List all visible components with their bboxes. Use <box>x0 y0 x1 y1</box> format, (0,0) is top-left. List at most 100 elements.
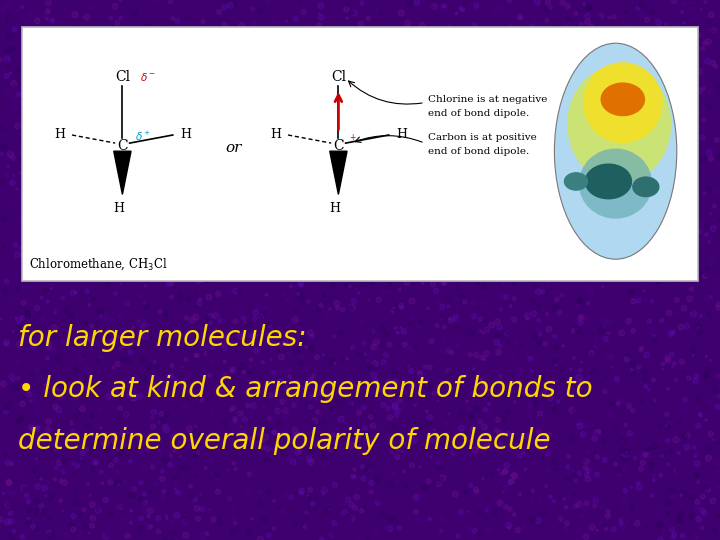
Point <box>316 197 328 205</box>
Point <box>2 28 14 36</box>
Point <box>30 233 42 241</box>
Point <box>458 291 469 300</box>
Point <box>354 350 365 359</box>
Point <box>333 113 345 122</box>
Point <box>237 161 248 170</box>
Point <box>438 42 449 50</box>
Point <box>690 535 701 540</box>
Point <box>606 400 617 408</box>
Point <box>75 388 86 397</box>
Point <box>327 281 338 289</box>
Point <box>88 157 99 166</box>
Point <box>472 21 484 29</box>
Point <box>670 376 681 384</box>
Point <box>199 159 211 168</box>
Point <box>132 317 144 326</box>
Point <box>75 251 86 259</box>
Point <box>30 436 42 445</box>
Point <box>304 276 315 285</box>
Point <box>314 204 325 212</box>
Point <box>5 69 17 78</box>
Point <box>101 314 112 322</box>
Point <box>480 317 491 326</box>
Point <box>468 342 480 351</box>
Point <box>300 522 311 531</box>
Point <box>181 394 193 402</box>
Point <box>332 460 343 469</box>
Point <box>539 339 551 348</box>
Point <box>536 455 547 463</box>
Point <box>352 400 364 408</box>
Point <box>688 232 699 241</box>
Point <box>452 342 464 350</box>
Point <box>261 110 272 118</box>
Point <box>276 259 288 268</box>
Point <box>704 309 716 318</box>
Point <box>153 484 165 493</box>
Point <box>471 268 482 276</box>
Point <box>621 448 633 456</box>
Point <box>125 310 137 319</box>
Point <box>187 237 199 245</box>
Point <box>626 230 637 239</box>
Point <box>572 326 583 334</box>
Point <box>584 284 595 293</box>
Point <box>69 347 81 355</box>
Point <box>15 414 27 422</box>
Point <box>349 503 361 512</box>
Point <box>642 191 654 199</box>
Point <box>431 433 443 442</box>
Point <box>319 242 330 251</box>
Point <box>522 258 534 266</box>
Point <box>324 17 336 26</box>
Point <box>117 27 129 36</box>
Point <box>611 127 622 136</box>
Point <box>501 105 513 113</box>
Point <box>128 394 140 403</box>
Point <box>495 178 506 187</box>
Point <box>383 288 395 296</box>
Point <box>318 487 330 495</box>
Point <box>634 27 646 36</box>
Point <box>693 322 705 331</box>
Point <box>346 514 358 522</box>
Point <box>395 180 407 189</box>
Point <box>73 299 85 308</box>
Point <box>439 407 451 415</box>
Point <box>402 121 413 130</box>
Point <box>61 129 73 138</box>
Point <box>246 435 257 443</box>
Point <box>163 293 174 302</box>
Point <box>302 55 314 64</box>
Point <box>680 263 692 272</box>
Point <box>471 384 482 393</box>
Point <box>452 284 464 292</box>
Point <box>543 161 554 170</box>
Point <box>567 157 578 165</box>
Point <box>31 455 42 463</box>
Point <box>660 421 672 430</box>
Point <box>340 282 351 291</box>
Point <box>212 487 224 496</box>
Point <box>510 162 521 171</box>
Point <box>585 352 597 360</box>
Point <box>567 88 578 97</box>
Point <box>211 29 222 38</box>
Point <box>329 481 341 489</box>
Point <box>673 215 685 224</box>
Point <box>495 372 506 380</box>
Point <box>635 231 647 240</box>
Point <box>230 171 242 180</box>
Point <box>226 112 238 120</box>
Point <box>463 405 474 414</box>
Point <box>496 176 508 184</box>
Point <box>615 170 626 179</box>
Point <box>359 340 371 349</box>
Point <box>684 239 696 247</box>
Point <box>550 104 562 113</box>
Point <box>503 521 514 530</box>
Point <box>661 174 672 183</box>
Point <box>584 26 595 35</box>
Point <box>6 460 18 468</box>
Point <box>504 0 516 5</box>
